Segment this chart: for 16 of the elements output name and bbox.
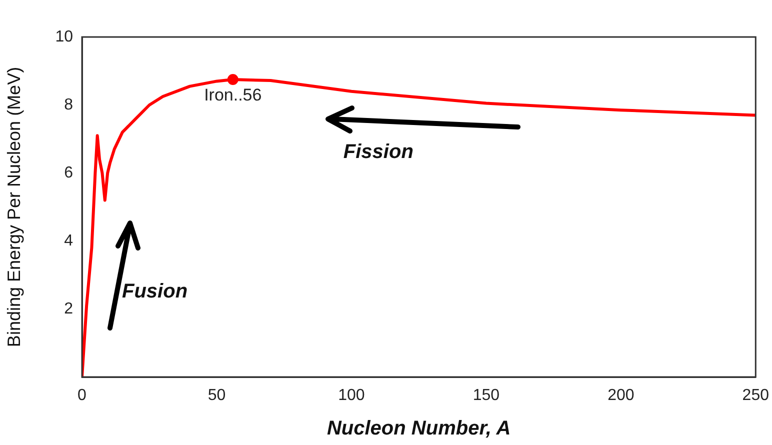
x-tick-label: 100	[338, 387, 365, 404]
annotation: Fission	[343, 141, 414, 164]
annotation: Iron..56	[204, 86, 262, 105]
y-tick-label: 6	[64, 164, 74, 182]
y-tick-label: 2	[64, 300, 74, 318]
x-tick-label: 0	[78, 387, 87, 404]
y-tick-label: 4	[64, 232, 74, 250]
y-axis-title: Binding Energy Per Nucleon (MeV)	[4, 66, 24, 348]
x-axis-title: Nucleon Number, A	[326, 418, 511, 440]
x-tick-label: 200	[608, 387, 634, 404]
x-tick-label: 50	[208, 387, 226, 404]
x-tick-label: 250	[742, 387, 770, 404]
y-tick-label: 8	[64, 96, 74, 114]
annotation: Fusion	[122, 280, 188, 303]
x-tick-label: 150	[472, 387, 500, 404]
y-tick-label: 10	[55, 28, 74, 46]
